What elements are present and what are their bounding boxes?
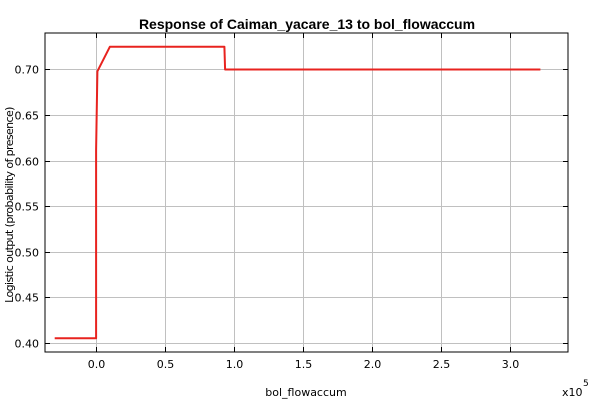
x-tick-label: 2.0 [364,358,382,371]
x-tick-label: 0.5 [157,358,175,371]
x-axis-ticks: 0.0 0.5 1.0 1.5 2.0 2.5 3.0 [88,33,520,371]
x-tick-label: 1.0 [226,358,244,371]
x-multiplier-exponent: 5 [583,379,589,389]
y-tick-label: 0.55 [15,201,40,214]
y-tick-label: 0.50 [15,247,40,260]
x-multiplier: x10 5 [562,379,589,399]
plot-frame [44,32,569,353]
y-axis-label: Logistic output (probability of presence… [3,107,16,303]
y-tick-label: 0.70 [15,64,40,77]
x-axis-label: bol_flowaccum [265,386,346,399]
y-tick-label: 0.45 [15,292,40,305]
series-line [54,45,541,340]
x-tick-label: 3.0 [502,358,520,371]
x-tick-label: 1.5 [295,358,313,371]
y-tick-label: 0.60 [15,156,40,169]
y-tick-label: 0.65 [15,110,40,123]
x-multiplier-base: x10 [562,386,583,399]
grid-lines [45,33,568,352]
y-axis-ticks: 0.40 0.45 0.50 0.55 0.60 0.65 0.70 [15,64,568,351]
y-tick-label: 0.40 [15,338,40,351]
chart-title: Response of Caiman_yacare_13 to bol_flow… [139,16,475,32]
x-tick-label: 0.0 [88,358,106,371]
x-tick-label: 2.5 [433,358,451,371]
